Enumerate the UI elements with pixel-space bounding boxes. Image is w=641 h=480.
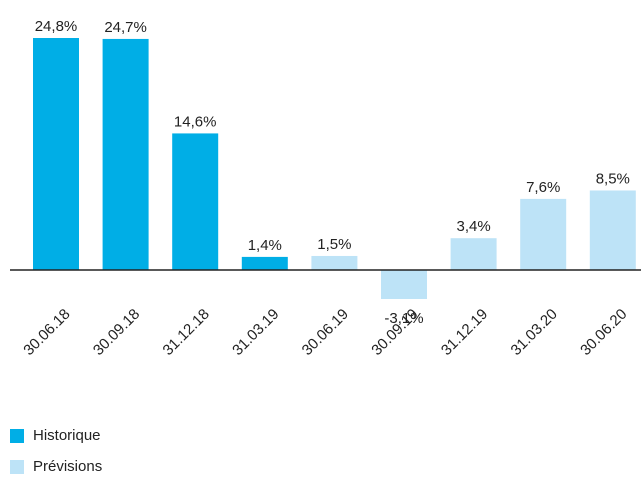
- value-label: 8,5%: [596, 170, 630, 187]
- value-label: 7,6%: [526, 179, 560, 196]
- value-label: 1,5%: [317, 236, 351, 253]
- x-tick-label: 30.06.19: [299, 306, 352, 359]
- value-label: 14,6%: [174, 113, 217, 130]
- x-tick-label: 30.09.18: [90, 306, 143, 359]
- bar: [172, 133, 219, 270]
- bar: [450, 238, 497, 270]
- bar: [520, 198, 567, 270]
- bar: [241, 256, 288, 270]
- bar: [381, 270, 427, 299]
- x-tick-label: 31.03.19: [229, 306, 282, 359]
- bar: [33, 38, 79, 270]
- value-label: 24,8%: [35, 18, 78, 35]
- legend-swatch: [10, 460, 24, 474]
- value-label: -3,1%: [384, 310, 423, 327]
- legend-swatch: [10, 429, 24, 443]
- value-label: 3,4%: [456, 218, 490, 235]
- x-tick-label: 31.12.19: [438, 306, 491, 359]
- value-label: 24,7%: [104, 19, 147, 36]
- legend-label: Historique: [33, 427, 101, 444]
- x-tick-label: 30.06.20: [577, 306, 630, 359]
- bar: [311, 255, 358, 270]
- x-tick-label: 30.06.18: [20, 306, 73, 359]
- bar: [589, 190, 636, 270]
- legend-label: Prévisions: [33, 458, 102, 475]
- x-tick-label: 31.03.20: [508, 306, 561, 359]
- bar: [102, 38, 149, 270]
- value-label: 1,4%: [248, 237, 282, 254]
- x-tick-label: 31.12.18: [160, 306, 213, 359]
